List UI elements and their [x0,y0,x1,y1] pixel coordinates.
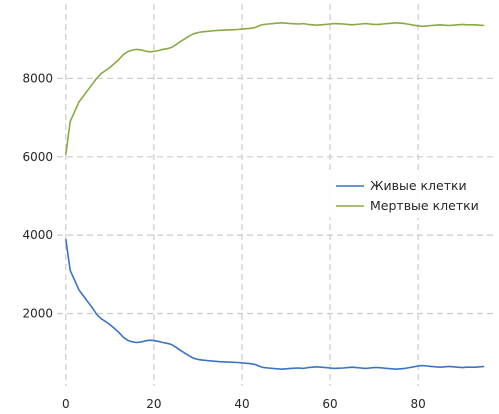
x-tick-label: 60 [322,397,337,411]
series-layer [65,21,485,371]
series-line-alive [65,238,485,371]
x-tick-label: 20 [146,397,161,411]
x-axis-ticks: 0 20 40 60 80 [62,397,426,411]
legend-label-alive: Живые клетки [370,178,467,193]
y-tick-label: 2000 [22,307,53,321]
legend-label-dead: Мертвые клетки [370,198,479,213]
y-tick-label: 4000 [22,228,53,242]
y-tick-label: 8000 [22,71,53,85]
legend: Живые клетки Мертвые клетки [329,171,487,218]
x-tick-label: 0 [62,397,70,411]
x-tick-label: 40 [234,397,249,411]
series-line-dead [65,21,485,155]
y-axis-ticks: 2000 4000 6000 8000 [22,71,53,320]
x-tick-label: 80 [410,397,425,411]
y-tick-label: 6000 [22,150,53,164]
legend-box [329,171,487,218]
